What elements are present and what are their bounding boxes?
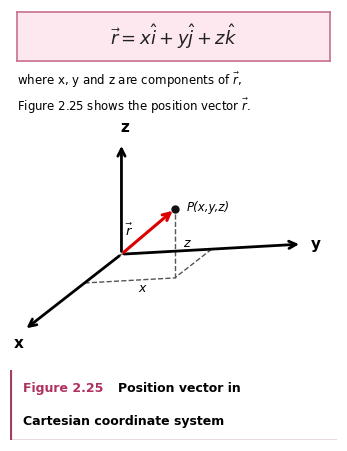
Text: z: z: [120, 120, 129, 135]
Text: Figure 2.25: Figure 2.25: [24, 382, 104, 396]
Text: y: y: [311, 237, 321, 252]
Text: Figure 2.25 shows the position vector $\vec{r}$.: Figure 2.25 shows the position vector $\…: [17, 97, 251, 115]
Text: z: z: [184, 237, 190, 250]
Text: P(x,y,z): P(x,y,z): [187, 201, 230, 214]
Text: Position vector in: Position vector in: [118, 382, 241, 396]
Text: $\vec{r}$: $\vec{r}$: [125, 222, 133, 239]
Text: x: x: [14, 336, 24, 351]
Text: Cartesian coordinate system: Cartesian coordinate system: [24, 415, 225, 428]
Text: where x, y and z are components of $\vec{r}$,: where x, y and z are components of $\vec…: [17, 70, 242, 90]
Text: x: x: [138, 282, 146, 295]
Text: $\vec{r} = x\hat{i} + y\hat{j} + z\hat{k}$: $\vec{r} = x\hat{i} + y\hat{j} + z\hat{k…: [110, 22, 237, 51]
